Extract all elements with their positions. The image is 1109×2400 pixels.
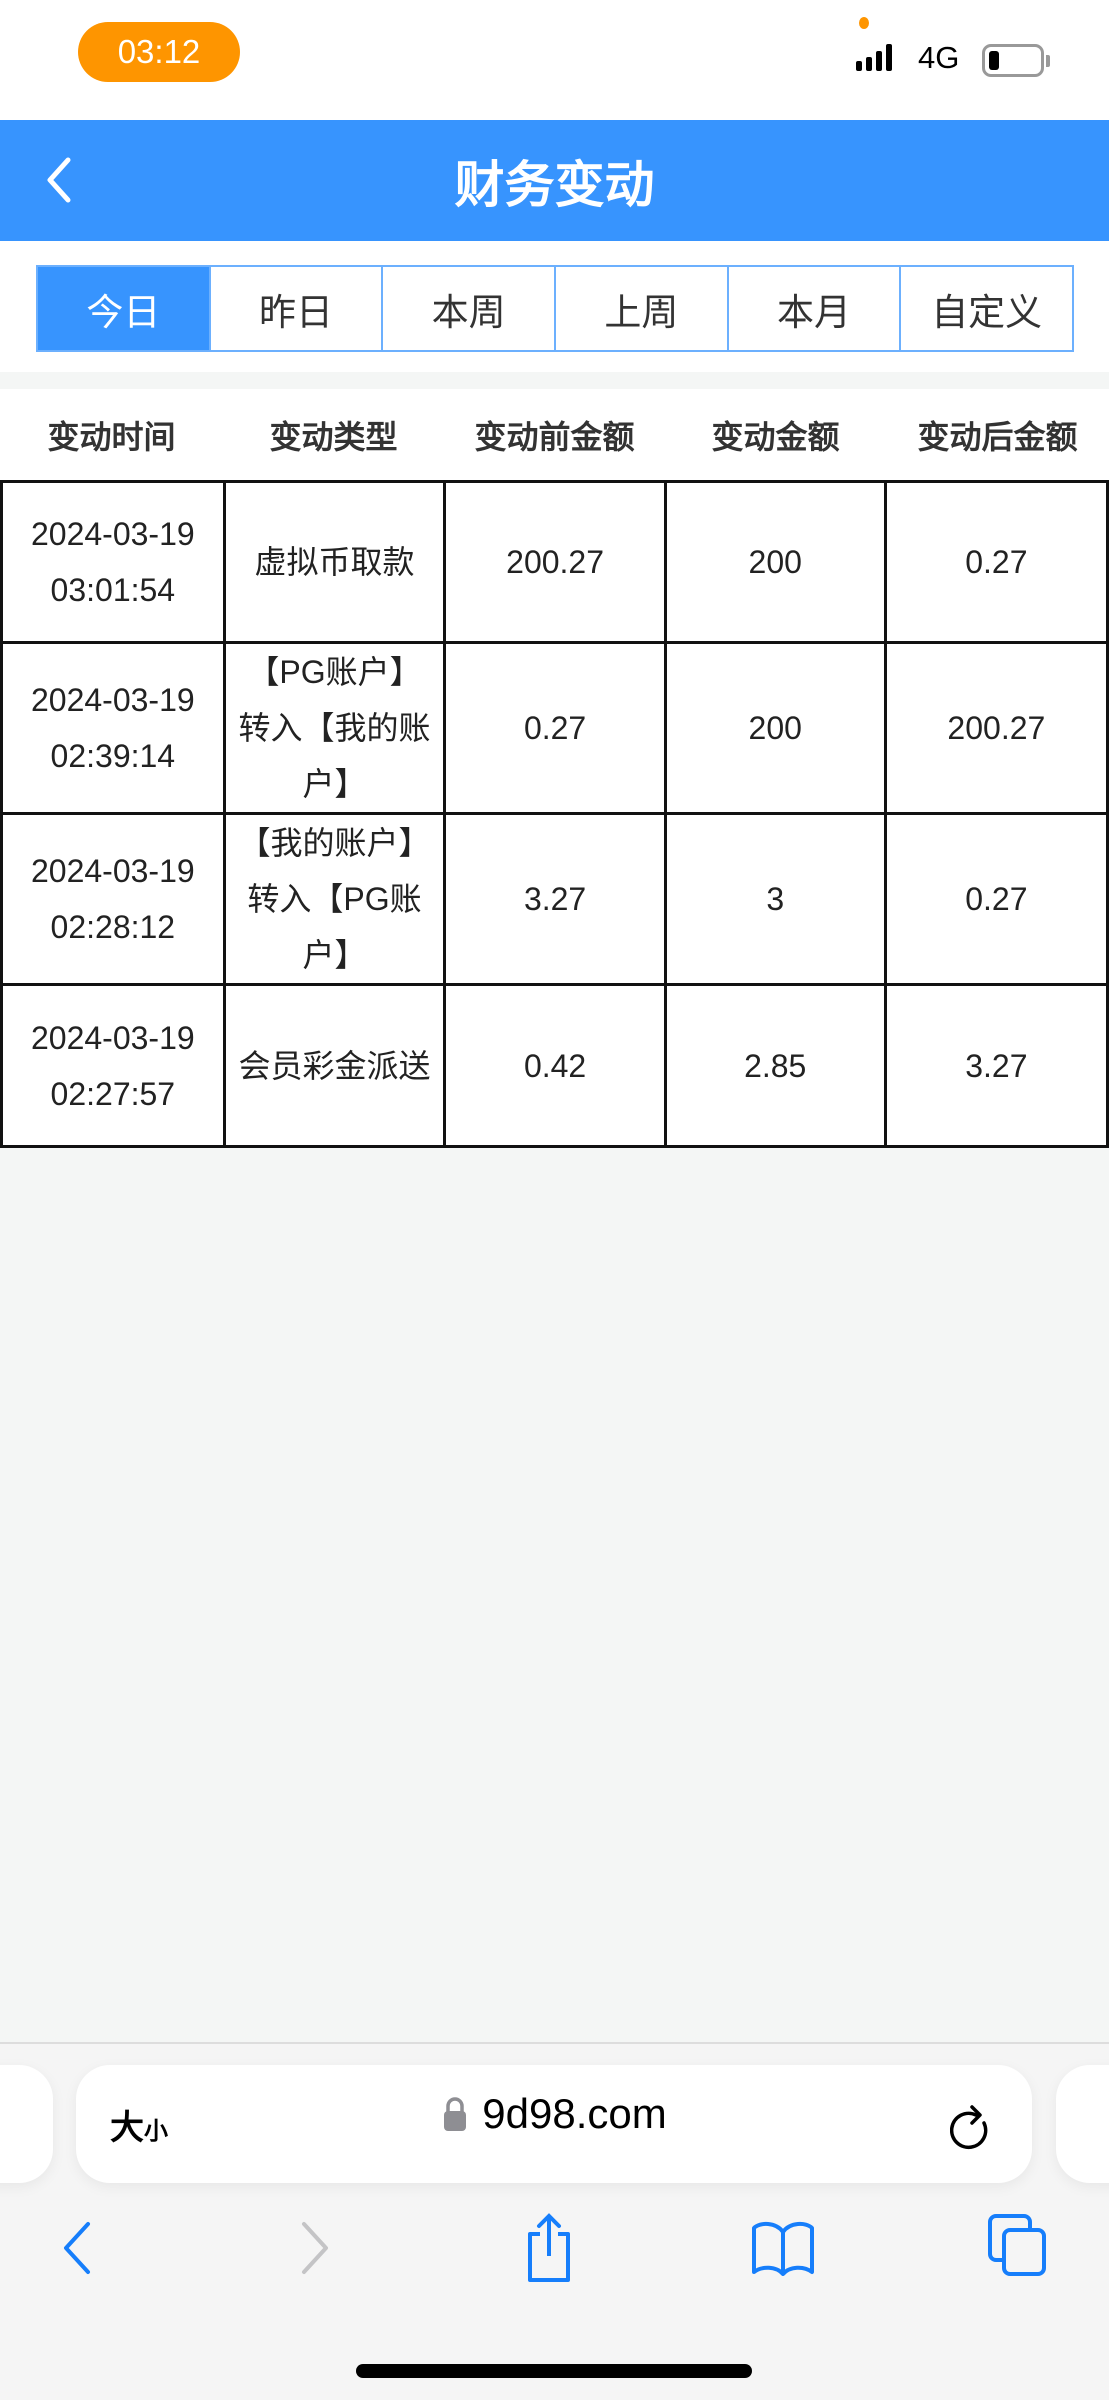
type-line: 【PG账户】 — [247, 654, 422, 690]
before-amount: 200.27 — [506, 544, 605, 580]
url-display[interactable]: 9d98.com — [0, 2090, 1109, 2138]
cell-before: 200.27 — [443, 480, 667, 644]
before-amount: 0.27 — [523, 710, 587, 746]
battery-icon — [982, 44, 1044, 77]
date: 2024-03-19 — [30, 1019, 195, 1056]
home-indicator[interactable] — [356, 2364, 752, 2378]
time: 02:28:12 — [50, 909, 176, 945]
table-header: 变动时间 变动类型 变动前金额 变动金额 变动后金额 — [0, 389, 1109, 480]
time: 02:39:14 — [50, 738, 176, 774]
time: 03:01:54 — [50, 572, 176, 608]
column-header: 变动金额 — [711, 417, 840, 456]
network-type: 4G — [918, 40, 960, 75]
cell-time: 2024-03-19 02:39:14 — [0, 641, 226, 815]
tab-2[interactable]: 本周 — [381, 267, 555, 350]
cell-after: 3.27 — [883, 983, 1109, 1148]
reload-icon[interactable] — [950, 2097, 994, 2151]
table-row: 2024-03-19 03:01:54 虚拟币取款 200.27 200 0.27 — [0, 480, 1109, 644]
toolbar-divider — [0, 2042, 1109, 2044]
type-line: 会员彩金派送 — [238, 1047, 431, 1084]
change-amount: 3 — [766, 881, 785, 917]
change-amount: 200 — [748, 710, 802, 746]
after-amount: 0.27 — [965, 544, 1028, 580]
address-bar[interactable] — [76, 2065, 1032, 2183]
tab-1[interactable]: 昨日 — [208, 267, 382, 350]
table-row: 2024-03-19 02:39:14 【PG账户】 转入【我的账 户】 0.27 200 2… — [0, 641, 1109, 815]
cell-amount: 2.85 — [663, 983, 887, 1148]
cell-time: 2024-03-19 02:28:12 — [0, 812, 226, 986]
cell-type: 【我的账户】 转入【PG账 户】 — [222, 812, 447, 986]
time: 02:27:57 — [50, 1075, 176, 1112]
date-filter-tabs: 今日 昨日 本周 上周 本月 自定义 — [36, 265, 1074, 352]
text-size-button[interactable]: 大小 — [110, 2100, 168, 2149]
type-line: 【我的账户】 — [238, 825, 431, 861]
chevron-left-icon[interactable] — [40, 150, 80, 210]
before-amount: 0.42 — [523, 1047, 587, 1084]
url-text: 9d98.com — [482, 2090, 667, 2137]
cell-after: 0.27 — [883, 480, 1109, 644]
column-header: 变动后金额 — [917, 417, 1078, 456]
before-amount: 3.27 — [523, 881, 587, 917]
tab-4[interactable]: 本月 — [726, 267, 900, 350]
tabs-icon[interactable] — [986, 2212, 1048, 2278]
cell-before: 3.27 — [443, 812, 667, 986]
battery-cap — [1046, 55, 1050, 67]
type-line: 户】 — [302, 937, 367, 973]
date: 2024-03-19 — [30, 853, 195, 889]
tab-5[interactable]: 自定义 — [899, 267, 1073, 350]
date: 2024-03-19 — [30, 682, 195, 718]
column-header: 变动类型 — [269, 417, 398, 456]
type-line: 户】 — [302, 766, 367, 802]
text-size-small: 小 — [144, 2117, 168, 2145]
lock-icon — [444, 2097, 467, 2131]
signal-icon — [856, 44, 892, 71]
table-row: 2024-03-19 02:27:57 会员彩金派送 0.42 2.85 3.27 — [0, 983, 1109, 1148]
change-amount: 2.85 — [744, 1047, 807, 1084]
after-amount: 200.27 — [947, 710, 1046, 746]
cell-type: 【PG账户】 转入【我的账 户】 — [222, 641, 447, 815]
cell-amount: 200 — [663, 641, 887, 815]
cell-before: 0.27 — [443, 641, 667, 815]
next-tab-pill[interactable] — [1056, 2065, 1109, 2183]
page-header: 财务变动 — [0, 120, 1109, 241]
cell-type: 虚拟币取款 — [222, 480, 447, 644]
tab-3[interactable]: 上周 — [554, 267, 727, 350]
share-icon[interactable] — [522, 2212, 576, 2284]
date: 2024-03-19 — [30, 516, 195, 552]
cell-before: 0.42 — [443, 983, 667, 1148]
type-line: 转入【我的账 — [238, 710, 431, 746]
type-line: 转入【PG账 — [247, 881, 422, 917]
status-time: 03:12 — [78, 22, 240, 82]
after-amount: 3.27 — [965, 1047, 1028, 1084]
cell-amount: 200 — [663, 480, 887, 644]
cell-time: 2024-03-19 03:01:54 — [0, 480, 226, 644]
column-header: 变动时间 — [47, 417, 176, 456]
cell-time: 2024-03-19 02:27:57 — [0, 983, 226, 1148]
cell-after: 200.27 — [883, 641, 1109, 815]
table-row: 2024-03-19 02:28:12 【我的账户】 转入【PG账 户】 3.27 3 0.2… — [0, 812, 1109, 986]
bookmarks-icon[interactable] — [750, 2220, 816, 2276]
privacy-indicator-icon — [859, 17, 869, 29]
transactions-table: 2024-03-19 03:01:54 虚拟币取款 200.27 200 0.27 2024… — [0, 480, 1109, 1148]
cell-type: 会员彩金派送 — [222, 983, 447, 1148]
page-title: 财务变动 — [454, 155, 655, 214]
type-line: 虚拟币取款 — [254, 544, 415, 580]
cell-after: 0.27 — [883, 812, 1109, 986]
column-header: 变动前金额 — [474, 417, 635, 456]
cell-amount: 3 — [663, 812, 887, 986]
previous-tab-pill[interactable] — [0, 2065, 53, 2183]
after-amount: 0.27 — [965, 881, 1028, 917]
change-amount: 200 — [748, 544, 802, 580]
back-icon[interactable] — [60, 2218, 94, 2278]
forward-icon[interactable] — [298, 2218, 332, 2278]
text-size-big: 大 — [110, 2108, 144, 2148]
tab-0[interactable]: 今日 — [38, 267, 209, 350]
